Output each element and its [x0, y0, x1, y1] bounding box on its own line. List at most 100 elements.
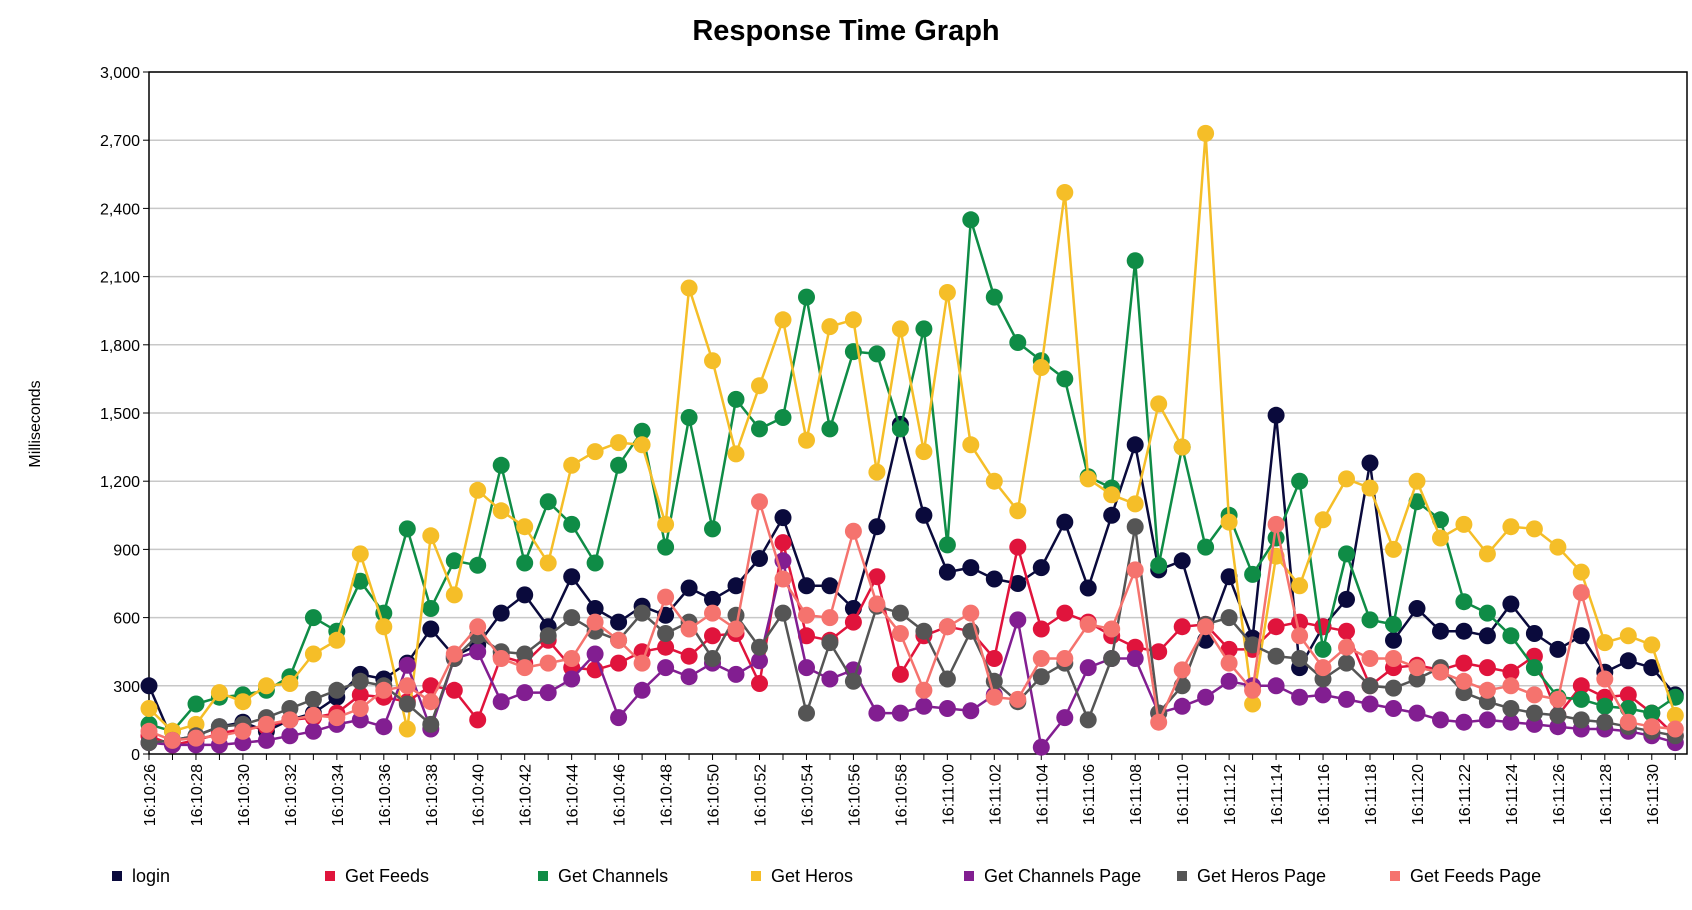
data-point [680, 279, 698, 297]
data-point [1478, 627, 1496, 645]
data-point [1103, 620, 1121, 638]
data-point [1103, 650, 1121, 667]
data-point [962, 604, 980, 622]
data-point [1056, 604, 1074, 622]
legend-label: Get Feeds Page [1410, 866, 1541, 886]
data-point [492, 650, 510, 667]
x-tick-label: 16:10:38 [424, 764, 441, 826]
data-point [1338, 622, 1355, 640]
data-point [1455, 593, 1473, 611]
data-point [704, 627, 721, 645]
y-tick-label: 2,400 [100, 201, 140, 218]
data-point [1291, 650, 1309, 667]
data-point [304, 645, 322, 663]
x-tick-label: 16:11:08 [1128, 764, 1145, 825]
x-tick-label: 16:11:10 [1175, 764, 1192, 825]
data-point [445, 645, 463, 663]
data-point [1173, 438, 1191, 456]
plot-area [140, 124, 1684, 756]
data-point [210, 684, 228, 702]
data-point [798, 431, 815, 449]
legend-swatch [1390, 871, 1400, 881]
data-point [633, 422, 651, 440]
gridlines [149, 71, 1687, 687]
data-point [657, 588, 675, 606]
data-point [1643, 636, 1661, 654]
data-point [281, 675, 299, 692]
data-point [304, 722, 322, 740]
data-point [516, 554, 534, 572]
x-tick-label: 16:11:06 [1081, 764, 1098, 825]
data-point [539, 493, 557, 511]
data-point [304, 609, 322, 627]
data-point [422, 677, 440, 695]
data-point [657, 638, 675, 656]
data-point [610, 434, 628, 452]
data-point [1619, 652, 1637, 670]
data-point [680, 409, 698, 426]
y-tick-label: 1,500 [100, 406, 140, 423]
data-point [938, 700, 956, 717]
data-point [516, 518, 534, 536]
data-point [563, 609, 581, 627]
data-point [868, 595, 886, 613]
data-point [657, 538, 675, 556]
data-point [1220, 654, 1238, 672]
data-point [821, 420, 839, 438]
data-point [1220, 672, 1238, 690]
data-point [915, 506, 933, 524]
data-point [351, 545, 369, 563]
data-point [610, 613, 628, 631]
data-point [727, 577, 745, 595]
chart-title: Response Time Graph [692, 15, 999, 47]
x-tick-label: 16:10:28 [189, 764, 206, 826]
data-point [1385, 679, 1402, 697]
data-point [1173, 661, 1191, 679]
data-point [234, 722, 252, 740]
data-point [539, 554, 557, 572]
data-point [1361, 695, 1379, 713]
data-point [1455, 622, 1473, 640]
data-point [798, 606, 815, 624]
data-point [1385, 650, 1402, 667]
data-point [633, 604, 651, 622]
data-point [704, 650, 721, 667]
data-point [586, 600, 604, 617]
data-point [1291, 627, 1309, 645]
data-point [516, 659, 534, 677]
data-point [1032, 559, 1050, 577]
data-point [586, 645, 604, 663]
data-point [304, 706, 322, 724]
data-point [1314, 640, 1332, 658]
data-point [1291, 577, 1309, 595]
plot-frame [148, 71, 1688, 755]
data-point [938, 670, 956, 688]
x-tick-label: 16:11:24 [1504, 764, 1521, 825]
data-point [1478, 604, 1496, 622]
axes: 0 300 600 900 1,200 1,500 1,800 2,100 2,400 2,700… [100, 65, 1688, 826]
data-point [1619, 627, 1637, 645]
data-point [915, 622, 933, 640]
data-point [1549, 640, 1567, 658]
data-point [1502, 595, 1520, 613]
data-point [962, 702, 980, 720]
data-point [257, 677, 275, 695]
data-point [1338, 470, 1355, 488]
data-point [751, 550, 768, 567]
data-point [1385, 615, 1402, 633]
y-tick-label: 1,200 [100, 474, 140, 491]
data-point [1009, 538, 1027, 556]
data-point [281, 711, 299, 729]
data-point [985, 650, 1003, 667]
data-point [1197, 124, 1215, 142]
data-point [938, 536, 956, 554]
data-point [210, 727, 228, 745]
data-point [140, 677, 158, 695]
data-point [516, 684, 534, 702]
data-point [1408, 704, 1426, 722]
data-point [1525, 704, 1543, 722]
y-axis-label: Milliseconds [27, 380, 44, 467]
data-point [1126, 561, 1144, 579]
data-point [915, 320, 933, 338]
x-tick-label: 16:10:52 [753, 764, 770, 826]
